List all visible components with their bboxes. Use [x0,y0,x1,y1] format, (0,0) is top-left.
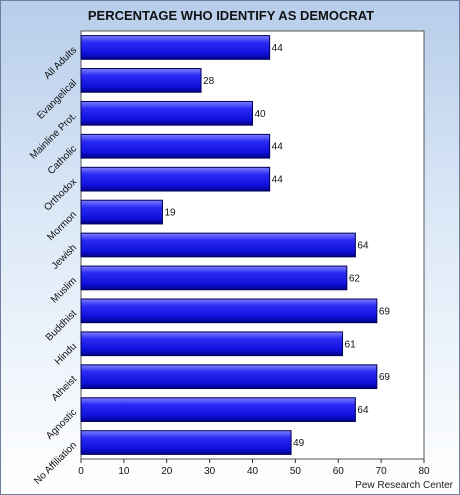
value-label: 69 [379,372,391,383]
value-label: 49 [293,438,305,449]
value-label: 64 [357,405,369,416]
bar-catholic [80,133,271,159]
bar-all-adults [80,35,271,60]
bar-hindu [80,331,344,357]
bars-layer: 44 28 40 44 44 19 64 62 69 61 69 64 49 [80,35,391,455]
bar-no-affiliation [80,430,292,455]
value-label: 69 [379,306,391,317]
category-label: Atheist [50,374,80,404]
value-label: 64 [357,241,369,252]
x-tick-label: 70 [376,466,388,477]
bar-agnostic [80,397,356,422]
category-label: Buddhist [44,308,79,343]
bar-atheist [80,364,378,390]
value-label: 28 [203,76,215,87]
source-note: Pew Research Center [355,480,453,491]
value-label: 61 [345,339,357,350]
bar-buddhist [80,298,378,324]
category-label: Agnostic [44,407,79,442]
category-label: No Affiliation [32,440,79,487]
value-label: 62 [349,273,361,284]
x-tick-label: 0 [78,466,84,477]
value-label: 19 [164,208,176,219]
category-label: Jewish [50,242,79,271]
category-label: Catholic [46,144,79,177]
chart-title: PERCENTAGE WHO IDENTIFY AS DEMOCRAT [88,8,374,23]
x-axis: 0 10 20 30 40 50 60 70 80 [78,459,430,477]
bar-muslim [80,265,348,291]
bar-mormon [80,199,163,225]
category-label: Orthodox [42,176,79,213]
x-tick-label: 10 [118,466,130,477]
bar-evangelical [80,68,202,93]
value-label: 40 [255,109,267,120]
bar-jewish [80,232,356,258]
bar-mainline-prot [80,100,253,126]
category-label: Mormon [45,209,79,243]
x-tick-label: 60 [333,466,345,477]
x-tick-label: 20 [161,466,173,477]
category-label: All Adults [42,45,79,82]
value-label: 44 [272,175,284,186]
x-tick-label: 80 [418,466,430,477]
category-label: Hindu [53,341,79,367]
bar-orthodox [80,166,271,192]
value-label: 44 [272,142,284,153]
x-tick-label: 40 [247,466,259,477]
value-label: 44 [272,43,284,54]
category-label: Muslim [49,275,79,305]
x-tick-label: 30 [204,466,216,477]
x-tick-label: 50 [290,466,302,477]
